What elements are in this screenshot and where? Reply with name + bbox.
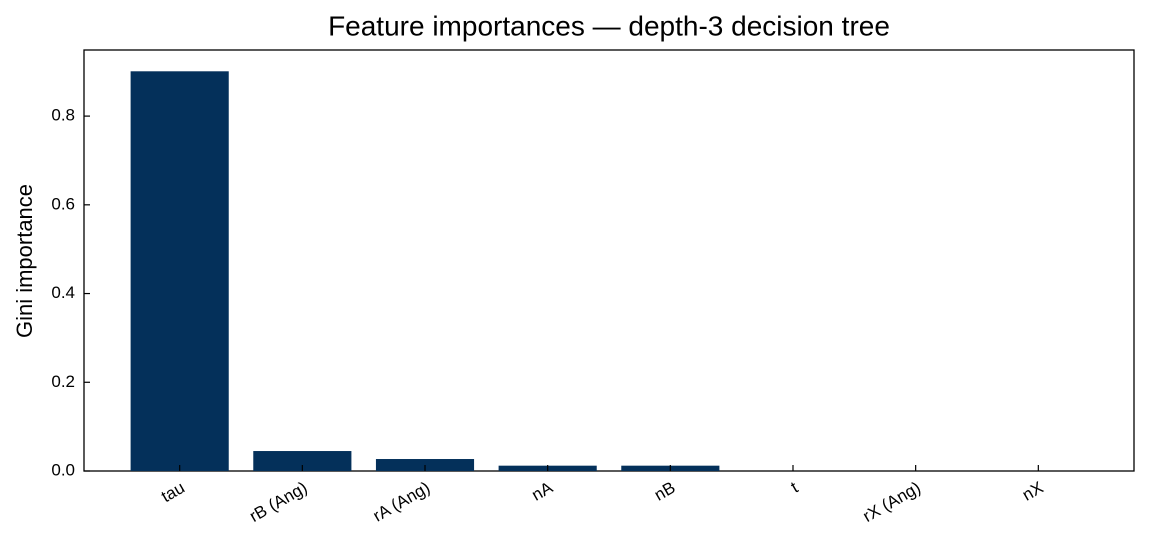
x-tick-label: tau <box>158 478 188 506</box>
bar <box>253 451 352 471</box>
chart-title: Feature importances — depth-3 decision t… <box>328 10 890 41</box>
x-tick-label: nX <box>1019 478 1047 505</box>
x-tick-label: nA <box>528 478 556 505</box>
x-tick-label: t <box>788 478 802 497</box>
y-tick-label: 0.8 <box>51 106 75 125</box>
x-tick-label: nB <box>651 478 679 505</box>
bar <box>130 71 229 471</box>
x-tick-label: rB (Ang) <box>246 478 310 526</box>
plot-frame <box>83 49 1135 472</box>
x-tick-label: rA (Ang) <box>370 478 434 526</box>
y-tick-label: 0.2 <box>51 372 75 391</box>
y-tick-label: 0.0 <box>51 460 75 479</box>
x-tick-label: rX (Ang) <box>860 478 924 526</box>
y-tick-label: 0.6 <box>51 194 75 213</box>
y-tick-label: 0.4 <box>51 283 75 302</box>
y-axis-label: Gini importance <box>12 184 37 338</box>
